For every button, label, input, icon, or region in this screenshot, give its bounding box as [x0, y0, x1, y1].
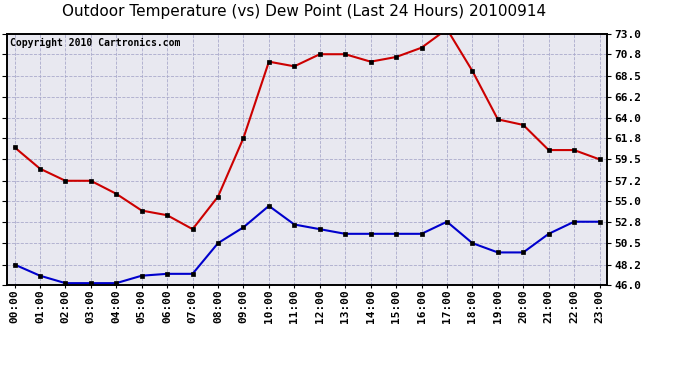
Text: Outdoor Temperature (vs) Dew Point (Last 24 Hours) 20100914: Outdoor Temperature (vs) Dew Point (Last…	[61, 4, 546, 19]
Text: Copyright 2010 Cartronics.com: Copyright 2010 Cartronics.com	[10, 38, 180, 48]
